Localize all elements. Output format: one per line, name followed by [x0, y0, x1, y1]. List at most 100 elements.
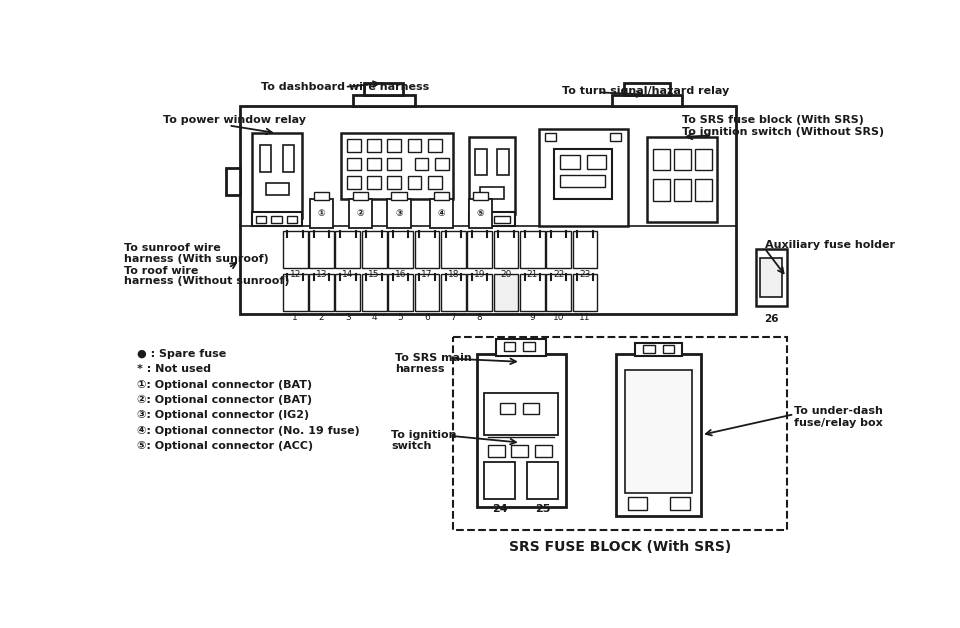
Text: ①: ①	[318, 210, 325, 219]
Text: 6: 6	[424, 313, 430, 322]
Bar	[259, 144, 271, 171]
Bar	[441, 231, 466, 268]
Text: To turn signal/hazard relay: To turn signal/hazard relay	[562, 86, 729, 96]
Bar	[314, 192, 329, 200]
Bar	[624, 83, 670, 95]
Bar	[283, 144, 295, 171]
Text: ● : Spare fuse: ● : Spare fuse	[137, 349, 227, 359]
Bar	[587, 154, 606, 168]
Text: ③: Optional connector (IG2): ③: Optional connector (IG2)	[137, 410, 309, 420]
Text: 7: 7	[450, 313, 456, 322]
Bar	[468, 198, 492, 228]
Bar	[468, 137, 516, 214]
Bar	[539, 129, 628, 225]
Text: 11: 11	[579, 313, 590, 322]
Text: * : Not used: * : Not used	[137, 364, 211, 374]
Bar	[546, 231, 571, 268]
Bar	[287, 215, 298, 223]
Bar	[561, 175, 605, 187]
Text: To SRS fuse block (With SRS): To SRS fuse block (With SRS)	[682, 116, 864, 126]
Bar	[415, 274, 440, 311]
Bar	[352, 95, 415, 106]
Bar	[674, 148, 691, 170]
Bar	[388, 176, 401, 188]
Bar	[283, 274, 307, 311]
Circle shape	[243, 246, 271, 274]
Text: To roof wire: To roof wire	[124, 266, 199, 276]
Text: ⑤: Optional connector (ACC): ⑤: Optional connector (ACC)	[137, 441, 313, 451]
Bar	[628, 497, 647, 511]
Text: 10: 10	[553, 313, 564, 322]
Text: ③: ③	[396, 210, 403, 219]
Bar	[309, 274, 334, 311]
Bar	[695, 180, 712, 201]
Bar	[348, 198, 372, 228]
Text: To sunroof wire: To sunroof wire	[124, 243, 221, 253]
Bar	[415, 158, 428, 170]
Bar	[283, 231, 307, 268]
Text: 13: 13	[316, 269, 327, 279]
Text: 26: 26	[764, 314, 779, 324]
Text: SRS FUSE BLOCK (With SRS): SRS FUSE BLOCK (With SRS)	[509, 541, 731, 555]
Bar	[252, 133, 302, 218]
Bar	[493, 274, 518, 311]
Text: To ignition switch (Without SRS): To ignition switch (Without SRS)	[682, 127, 884, 137]
Bar	[480, 187, 504, 198]
Bar	[341, 133, 453, 198]
Text: ①: Optional connector (BAT): ①: Optional connector (BAT)	[137, 379, 312, 389]
Bar	[227, 168, 240, 195]
Text: 24: 24	[492, 504, 508, 514]
Bar	[368, 158, 381, 170]
Bar	[352, 192, 368, 200]
Bar	[572, 231, 597, 268]
Text: ④: ④	[438, 210, 445, 219]
Bar	[512, 445, 528, 457]
Bar	[497, 148, 509, 175]
Bar	[362, 231, 387, 268]
Bar	[434, 192, 449, 200]
Bar	[408, 176, 421, 188]
Bar	[388, 231, 413, 268]
Text: 22: 22	[553, 269, 564, 279]
Bar	[388, 198, 411, 228]
Bar	[484, 392, 558, 435]
Bar	[488, 445, 505, 457]
Bar	[476, 354, 565, 507]
Text: To power window relay: To power window relay	[162, 116, 305, 126]
Bar	[535, 445, 552, 457]
Bar	[310, 198, 333, 228]
Bar	[388, 274, 413, 311]
Bar	[255, 215, 267, 223]
Bar	[388, 158, 401, 170]
Bar	[252, 212, 302, 226]
Text: ⑤: ⑤	[476, 210, 484, 219]
Text: Auxiliary fuse holder: Auxiliary fuse holder	[765, 240, 895, 250]
Bar	[670, 497, 689, 511]
Text: To dashboard wire harness: To dashboard wire harness	[260, 82, 429, 92]
Bar	[760, 258, 781, 297]
Text: harness: harness	[396, 364, 444, 374]
Bar	[388, 139, 401, 151]
Bar	[468, 231, 492, 268]
Bar	[468, 212, 516, 226]
Bar	[493, 231, 518, 268]
Text: To under-dash: To under-dash	[794, 406, 883, 416]
Bar	[520, 274, 544, 311]
Bar	[674, 180, 691, 201]
Bar	[520, 231, 544, 268]
Bar	[561, 154, 580, 168]
Text: 18: 18	[447, 269, 459, 279]
Bar	[695, 148, 712, 170]
Text: 1: 1	[292, 313, 298, 322]
Text: 21: 21	[527, 269, 538, 279]
Bar	[441, 274, 466, 311]
Bar	[392, 192, 407, 200]
Circle shape	[706, 246, 733, 274]
Bar	[435, 158, 448, 170]
Text: 25: 25	[535, 504, 550, 514]
Bar	[572, 274, 597, 311]
Text: 8: 8	[477, 313, 483, 322]
Bar	[408, 139, 421, 151]
Text: harness (With sunroof): harness (With sunroof)	[124, 254, 269, 264]
Bar	[647, 137, 717, 222]
